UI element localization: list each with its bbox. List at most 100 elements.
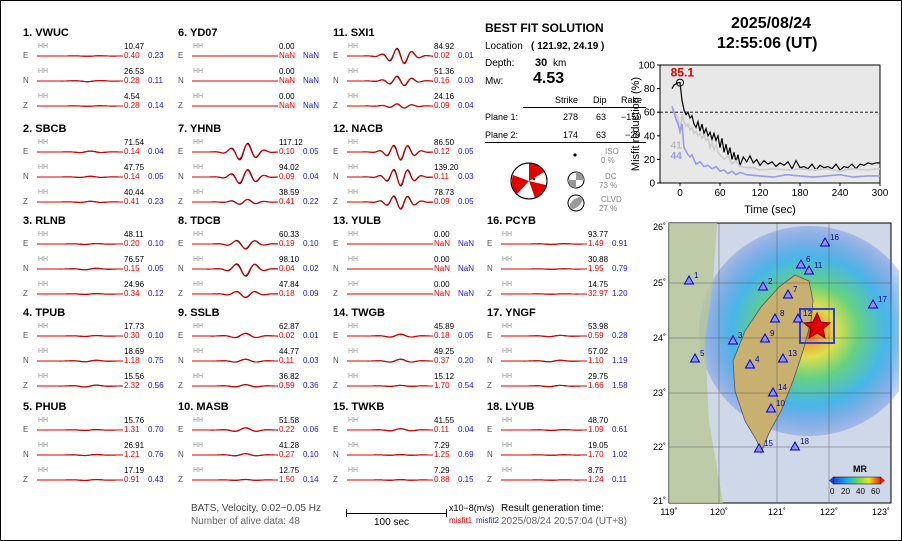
channel-row: HH N 18.69 1.18 0.75 — [23, 347, 173, 376]
channel-tag: HH — [193, 348, 204, 355]
synthetic-trace — [192, 199, 278, 205]
misfit2-value: 0.06 — [303, 425, 319, 434]
component-label: Z — [178, 289, 183, 298]
channel-tag: HH — [502, 348, 513, 355]
depth-unit: km — [553, 58, 567, 69]
misfit2-value: 0.10 — [303, 239, 319, 248]
channel-row: HH N 41.28 0.27 0.10 — [178, 441, 328, 470]
station-marker-icon — [777, 352, 789, 363]
channel-row: HH N 26.91 1.21 0.76 — [23, 441, 173, 470]
misfit2-value: 0.15 — [458, 475, 474, 484]
station-marker-label: 16 — [830, 233, 839, 242]
misfit1-legend: misfit1 — [449, 516, 473, 525]
channel-tag: HH — [348, 323, 359, 330]
synthetic-trace — [347, 48, 433, 64]
channel-tag: HH — [38, 256, 49, 263]
amplitude-value: 51.36 — [434, 67, 455, 76]
misfit2-value: 1.58 — [612, 381, 628, 390]
waveform-plot — [347, 293, 433, 295]
station-title: 8. TDCB — [178, 215, 221, 227]
component-label: Z — [178, 101, 183, 110]
misfit1-value: NaN — [434, 289, 451, 298]
component-label: E — [23, 331, 29, 340]
synthetic-trace — [37, 79, 123, 83]
waveform-plot — [347, 479, 433, 481]
waveform-plot — [37, 384, 123, 388]
misfit1-value: 1.31 — [124, 425, 140, 434]
misfit1-value: 0.16 — [434, 76, 450, 85]
amplitude-value: 15.12 — [434, 372, 455, 381]
channel-tag: HH — [502, 323, 513, 330]
synthetic-trace — [192, 240, 278, 250]
misfit2-value: 0.10 — [148, 331, 164, 340]
station-marker-icon — [819, 236, 831, 247]
component-label: E — [333, 147, 339, 156]
amplitude-value: 44.77 — [279, 347, 300, 356]
station-title: 14. TWGB — [333, 307, 385, 319]
channel-tag: HH — [38, 189, 49, 196]
misfit1-value: NaN — [434, 239, 451, 248]
plane2-dip: 63 — [596, 130, 607, 140]
location-value: ( 121.92, 24.19 ) — [531, 41, 605, 52]
synthetic-trace — [192, 169, 278, 184]
amplitude-value: 10.47 — [124, 42, 145, 51]
component-label: E — [487, 239, 493, 248]
misfit1-value: 0.02 — [434, 51, 450, 60]
channel-row: HH N 0.00 NaN NaN — [178, 67, 328, 96]
waveform-plot — [192, 427, 278, 432]
amplitude-value: 47.84 — [279, 280, 300, 289]
station-panel: 17. YNGF HH E 53.98 0.59 0.28 HH N 57.02 1.10 1.19… — [487, 307, 637, 401]
station-marker-label: 5 — [700, 349, 705, 358]
station-marker-icon — [792, 312, 804, 323]
station-panel: 16. PCYB HH E 93.77 1.49 0.91 HH N 30.88 1.95 0.79… — [487, 215, 637, 309]
synthetic-trace — [37, 175, 123, 178]
mw-value: 4.53 — [533, 70, 565, 87]
station-marker-icon — [867, 298, 879, 309]
station-title: 7. YHNB — [178, 123, 222, 135]
time-scale-bar — [346, 513, 446, 514]
channel-row: HH N 26.53 0.28 0.11 — [23, 67, 173, 96]
synthetic-trace — [192, 358, 278, 363]
amplitude-value: 29.75 — [588, 372, 609, 381]
misfit1-value: 0.12 — [434, 147, 450, 156]
component-label: E — [487, 425, 493, 434]
amplitude-value: 48.70 — [588, 416, 609, 425]
channel-tag: HH — [348, 281, 359, 288]
x-tick-label: 120 — [752, 188, 769, 199]
misfit1-value: NaN — [279, 101, 296, 110]
station-panel: 8. TDCB HH E 60.33 0.19 0.10 HH N 98.10 0.04 0.02 H… — [178, 215, 328, 309]
amplitude-value: 15.56 — [124, 372, 145, 381]
channel-row: HH E 45.89 0.18 0.05 — [333, 322, 483, 351]
station-title: 5. PHUB — [23, 401, 67, 413]
channel-tag: HH — [193, 281, 204, 288]
iso-label: ISO — [605, 147, 619, 156]
misfit2-value: 0.22 — [303, 197, 319, 206]
epicenter-star-icon — [802, 311, 832, 340]
component-label: E — [23, 239, 29, 248]
channel-tag: HH — [348, 467, 359, 474]
component-label: N — [333, 264, 339, 273]
component-label: Z — [333, 101, 338, 110]
misfit1-value: 0.09 — [434, 101, 450, 110]
mainland-coast — [669, 223, 723, 503]
station-panel: 6. YD07 HH E 0.00 NaN NaN HH N 0.00 NaN NaN HH Z 0.00… — [178, 27, 328, 121]
misfit2-legend: misfit2 — [476, 516, 500, 525]
synthetic-trace — [501, 359, 587, 363]
station-panel: 2. SBCB HH E 71.54 0.14 0.04 HH N 47.75 0.14 0.05 H… — [23, 123, 173, 217]
component-label: N — [178, 450, 184, 459]
plane2-strike: 174 — [563, 130, 579, 140]
lon-tick-label: 120˚ — [710, 507, 728, 517]
misfit2-value: 0.36 — [303, 381, 319, 390]
waveform-plot — [37, 200, 123, 203]
component-label: E — [178, 51, 184, 60]
station-panel: 10. MASB HH E 51.58 0.22 0.06 HH N 41.28 0.27 0.10… — [178, 401, 328, 495]
channel-row: HH Z 17.19 0.91 0.43 — [23, 466, 173, 495]
misfit1-value: 0.37 — [434, 356, 450, 365]
misfit2-value: NaN — [303, 76, 320, 85]
y-tick-label: 20 — [644, 155, 656, 166]
misfit1-value: 2.32 — [124, 381, 140, 390]
misfit2-value: 1.02 — [612, 450, 628, 459]
waveform-plot — [192, 358, 278, 363]
misfit1-value: 0.19 — [279, 239, 295, 248]
amplitude-value: 0.00 — [434, 255, 450, 264]
